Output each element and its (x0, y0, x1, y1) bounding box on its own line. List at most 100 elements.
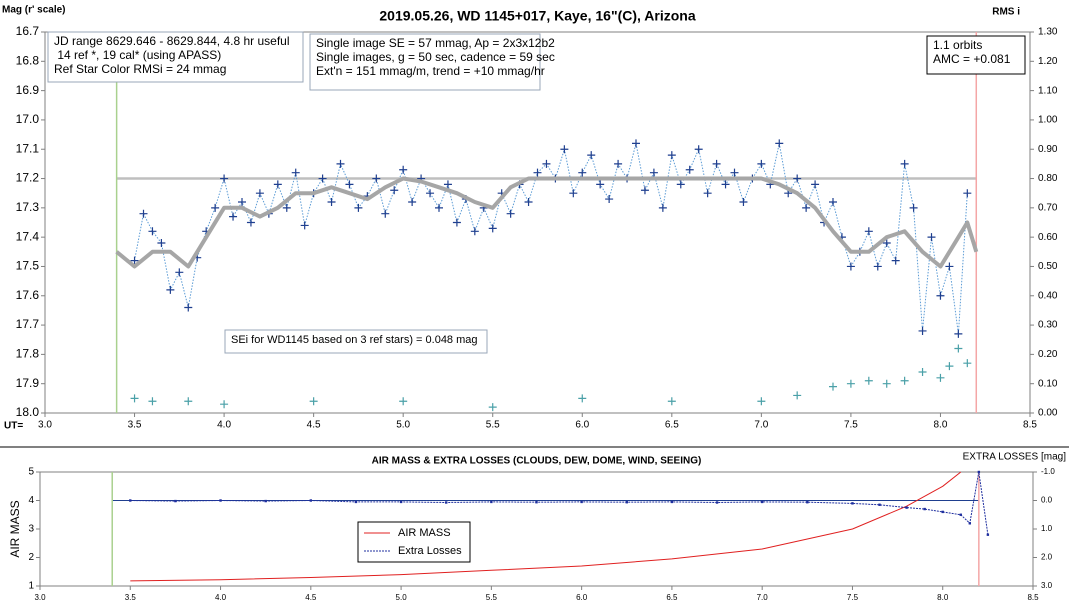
x-tick-label: 3.0 (38, 420, 52, 431)
point (846, 379, 855, 388)
point (882, 239, 891, 248)
point (923, 507, 926, 511)
y2-axis-label: EXTRA LOSSES [mag] (963, 452, 1067, 463)
point (760, 500, 764, 504)
point (596, 180, 605, 189)
point (318, 174, 327, 183)
plot-frame (44, 31, 1031, 414)
point (676, 180, 685, 189)
x-tick-label: 4.5 (307, 420, 321, 431)
point (658, 203, 667, 212)
y2-tick-label: -1.0 (1041, 467, 1055, 476)
point (184, 303, 193, 312)
x-tick-label: 5.0 (396, 420, 410, 431)
x-tick-label: 8.0 (934, 420, 948, 431)
point (399, 165, 408, 174)
point (354, 203, 363, 212)
point (309, 499, 313, 502)
point (166, 285, 175, 294)
point (757, 159, 766, 168)
point (399, 397, 408, 406)
point (900, 159, 909, 168)
annotation-box (309, 33, 541, 91)
point (909, 203, 918, 212)
x-tick-label: 4.5 (305, 593, 317, 602)
point (291, 168, 300, 177)
point (632, 139, 640, 148)
point (670, 500, 674, 504)
point (354, 500, 358, 504)
y-tick-label: 5 (28, 467, 34, 478)
x-tick-label: 5.5 (486, 593, 498, 602)
point (793, 391, 802, 400)
point (614, 159, 623, 168)
point (560, 145, 569, 154)
annotation-text: JD range 8629.646 - 8629.844, 4.8 hr use… (54, 34, 290, 48)
point (986, 533, 990, 536)
point (712, 159, 721, 168)
point (148, 397, 157, 406)
point (802, 203, 811, 212)
point (649, 168, 658, 177)
y2-tick-label: 0.90 (1038, 144, 1058, 155)
x-tick-label: 7.0 (754, 420, 768, 431)
y-tick-label: 16.9 (16, 83, 40, 97)
point (793, 174, 802, 183)
y-tick-label: 17.6 (16, 288, 40, 302)
point (255, 189, 264, 198)
point (435, 203, 443, 212)
y2-tick-label: 1.0 (1041, 524, 1053, 533)
annotation-box (926, 35, 1026, 75)
point (882, 379, 891, 388)
point (506, 209, 515, 218)
point (605, 195, 614, 204)
point (542, 159, 551, 168)
annotation-box (47, 31, 304, 83)
x-tick-label: 7.0 (757, 593, 769, 602)
y-tick-label: 17.5 (16, 259, 40, 273)
point (757, 397, 766, 406)
point (345, 180, 354, 189)
connector-line (134, 143, 968, 334)
point (715, 501, 719, 504)
point (184, 397, 193, 406)
point (977, 470, 981, 474)
point (130, 394, 139, 403)
y-tick-label: 16.7 (16, 24, 40, 38)
point (739, 197, 748, 206)
y2-tick-label: 0.80 (1038, 173, 1058, 184)
point (309, 397, 318, 406)
point (211, 203, 220, 212)
y-tick-label: 16.8 (16, 53, 40, 67)
point (300, 221, 309, 230)
chart-title: AIR MASS & EXTRA LOSSES (CLOUDS, DEW, DO… (372, 456, 702, 467)
annotation-box (224, 329, 488, 354)
point (846, 262, 855, 271)
y-tick-label: 1 (28, 581, 34, 592)
y2-tick-label: 1.30 (1038, 27, 1058, 38)
point (873, 262, 882, 271)
y2-tick-label: 0.60 (1038, 232, 1058, 243)
y2-axis-label: RMS i (992, 7, 1020, 18)
point (408, 197, 417, 206)
point (587, 151, 596, 160)
y2-tick-label: 0.50 (1038, 261, 1058, 272)
point (730, 168, 739, 177)
point (829, 197, 837, 206)
x-tick-label: 7.5 (844, 420, 858, 431)
y-tick-label: 17.4 (16, 229, 40, 243)
point (936, 291, 945, 300)
x-tick-label: 4.0 (217, 420, 231, 431)
point (578, 168, 587, 177)
y2-tick-label: 2.0 (1041, 553, 1053, 562)
annotation-text: SEi for WD1145 based on 3 ref stars) = 0… (231, 334, 478, 346)
point (918, 367, 927, 376)
point (399, 500, 403, 504)
y-tick-label: 3 (28, 524, 34, 535)
point (327, 197, 336, 206)
y-tick-label: 18.0 (16, 405, 40, 419)
y2-tick-label: 1.00 (1038, 115, 1058, 126)
annotation-text: Ref Star Color RMSi = 24 mmag (54, 62, 226, 76)
